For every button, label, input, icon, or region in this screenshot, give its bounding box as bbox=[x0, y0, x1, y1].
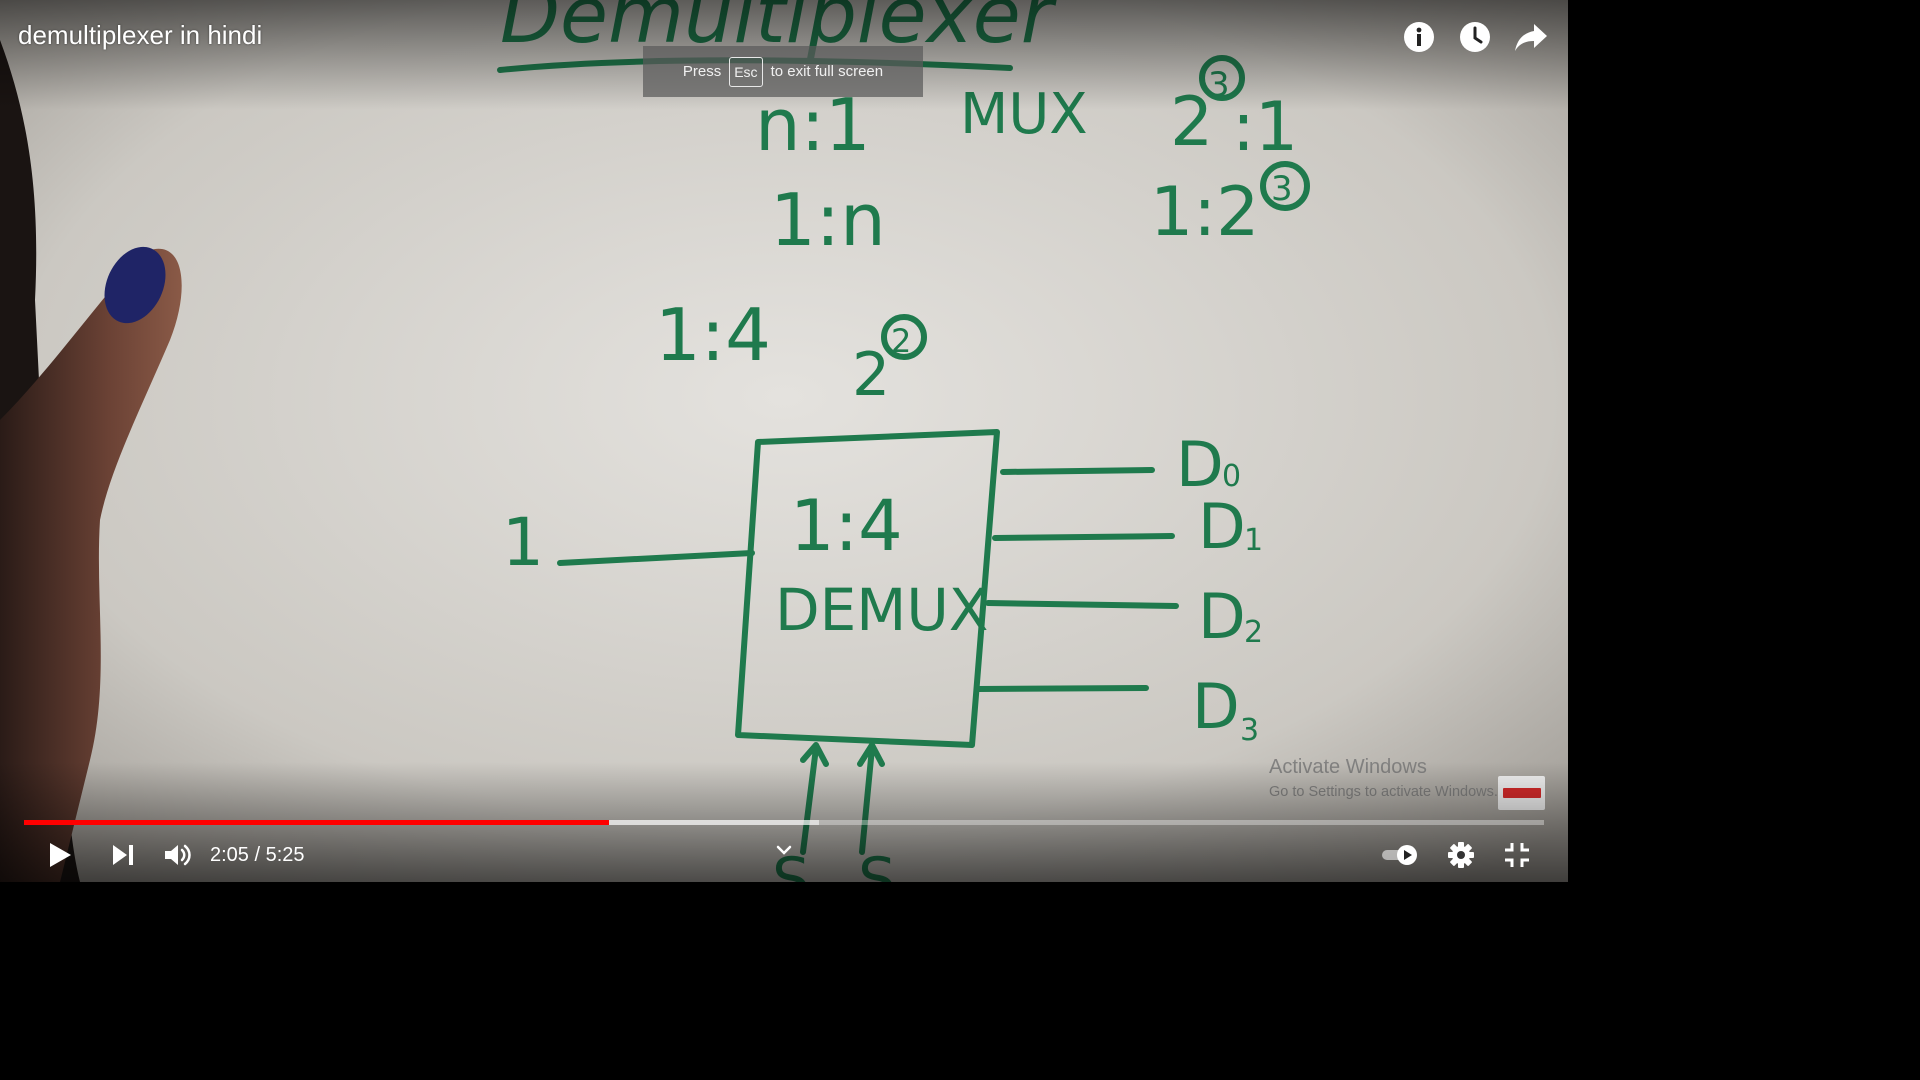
whiteboard-exp-3b: 3 bbox=[1271, 169, 1293, 209]
exit-fullscreen-icon bbox=[1505, 843, 1529, 867]
exit-fullscreen-button[interactable] bbox=[1500, 838, 1534, 872]
activate-windows-watermark: Activate Windows Go to Settings to activ… bbox=[1269, 756, 1498, 800]
whiteboard-drawing: Demultiplexer n:1 MUX 2 3 :1 1:n 1:2 3 1… bbox=[0, 0, 1568, 882]
whiteboard-base-2: 2 bbox=[1170, 83, 1213, 162]
gear-icon bbox=[1448, 842, 1474, 868]
video-player[interactable]: Demultiplexer n:1 MUX 2 3 :1 1:n 1:2 3 1… bbox=[0, 0, 1568, 882]
exponent-circle-2 bbox=[1260, 161, 1310, 211]
output-label-0: D bbox=[1176, 428, 1224, 501]
whiteboard-base-2b: 2 bbox=[852, 340, 890, 410]
watch-later-button[interactable] bbox=[1458, 18, 1492, 56]
output-line-0 bbox=[1000, 467, 1155, 475]
share-button[interactable] bbox=[1514, 18, 1548, 56]
input-line bbox=[557, 550, 755, 566]
finger bbox=[0, 248, 182, 882]
volume-button[interactable] bbox=[160, 838, 194, 872]
output-line-2 bbox=[985, 600, 1179, 609]
video-title[interactable]: demultiplexer in hindi bbox=[18, 20, 263, 50]
top-actions bbox=[1402, 18, 1548, 56]
output-subscript-1: 1 bbox=[1244, 523, 1263, 558]
demux-block bbox=[735, 429, 1000, 748]
progress-played bbox=[24, 820, 610, 825]
subscribe-logo bbox=[1502, 788, 1541, 798]
whiteboard-ratio-1n: 1:n bbox=[770, 178, 886, 262]
exponent-circle-3 bbox=[881, 314, 927, 360]
fullscreen-exit-notice: Press Esc to exit full screen bbox=[643, 46, 923, 97]
play-button[interactable] bbox=[42, 838, 78, 872]
time-display: 2:05 / 5:25 bbox=[210, 844, 305, 867]
output-subscript-0: 0 bbox=[1222, 459, 1241, 494]
block-label: DEMUX bbox=[775, 576, 989, 644]
activate-windows-subtitle: Go to Settings to activate Windows. bbox=[1269, 784, 1498, 800]
current-time: 2:05 bbox=[210, 844, 249, 866]
output-line-3 bbox=[975, 685, 1149, 692]
whiteboard-ratio-14: 1:4 bbox=[655, 293, 771, 377]
play-icon bbox=[50, 843, 71, 867]
control-bar: 2:05 / 5:25 bbox=[0, 832, 1568, 878]
chevron-down-icon[interactable] bbox=[774, 840, 794, 860]
esc-key-badge: Esc bbox=[729, 56, 763, 87]
input-label: 1 bbox=[502, 504, 544, 581]
whiteboard-ratio-12: 1:2 bbox=[1150, 173, 1259, 252]
activate-windows-title: Activate Windows bbox=[1269, 756, 1427, 778]
esc-notice-before: Press bbox=[682, 63, 722, 80]
whiteboard-mux: MUX bbox=[960, 82, 1088, 147]
output-label-1: D bbox=[1198, 490, 1246, 563]
subscribe-watermark-button[interactable] bbox=[1498, 776, 1545, 810]
whiteboard-ratio-1: :1 bbox=[1232, 88, 1298, 167]
settings-button[interactable] bbox=[1444, 838, 1478, 872]
whiteboard-exp-2: 2 bbox=[891, 322, 911, 360]
output-subscript-2: 2 bbox=[1244, 615, 1263, 650]
info-icon bbox=[1404, 22, 1434, 52]
next-button[interactable] bbox=[106, 838, 140, 872]
video-frame[interactable]: Demultiplexer n:1 MUX 2 3 :1 1:n 1:2 3 1… bbox=[0, 0, 1568, 882]
info-button[interactable] bbox=[1402, 18, 1436, 56]
autoplay-toggle[interactable] bbox=[1380, 838, 1420, 872]
block-ratio: 1:4 bbox=[790, 485, 903, 567]
esc-notice-after: to exit full screen bbox=[770, 63, 884, 80]
time-separator: / bbox=[248, 844, 266, 866]
autoplay-toggle-icon bbox=[1382, 845, 1417, 865]
skip-next-icon bbox=[113, 845, 133, 865]
output-subscript-3: 3 bbox=[1240, 713, 1259, 748]
output-label-2: D bbox=[1198, 580, 1246, 653]
duration: 5:25 bbox=[265, 844, 305, 866]
share-icon bbox=[1515, 24, 1547, 51]
fingernail bbox=[104, 246, 166, 324]
output-line-1 bbox=[992, 533, 1175, 541]
volume-icon bbox=[165, 844, 191, 866]
progress-bar[interactable] bbox=[24, 820, 1544, 825]
clock-icon bbox=[1460, 22, 1490, 52]
output-label-3: D bbox=[1192, 670, 1240, 743]
whiteboard-exp-3a: 3 bbox=[1208, 65, 1230, 105]
